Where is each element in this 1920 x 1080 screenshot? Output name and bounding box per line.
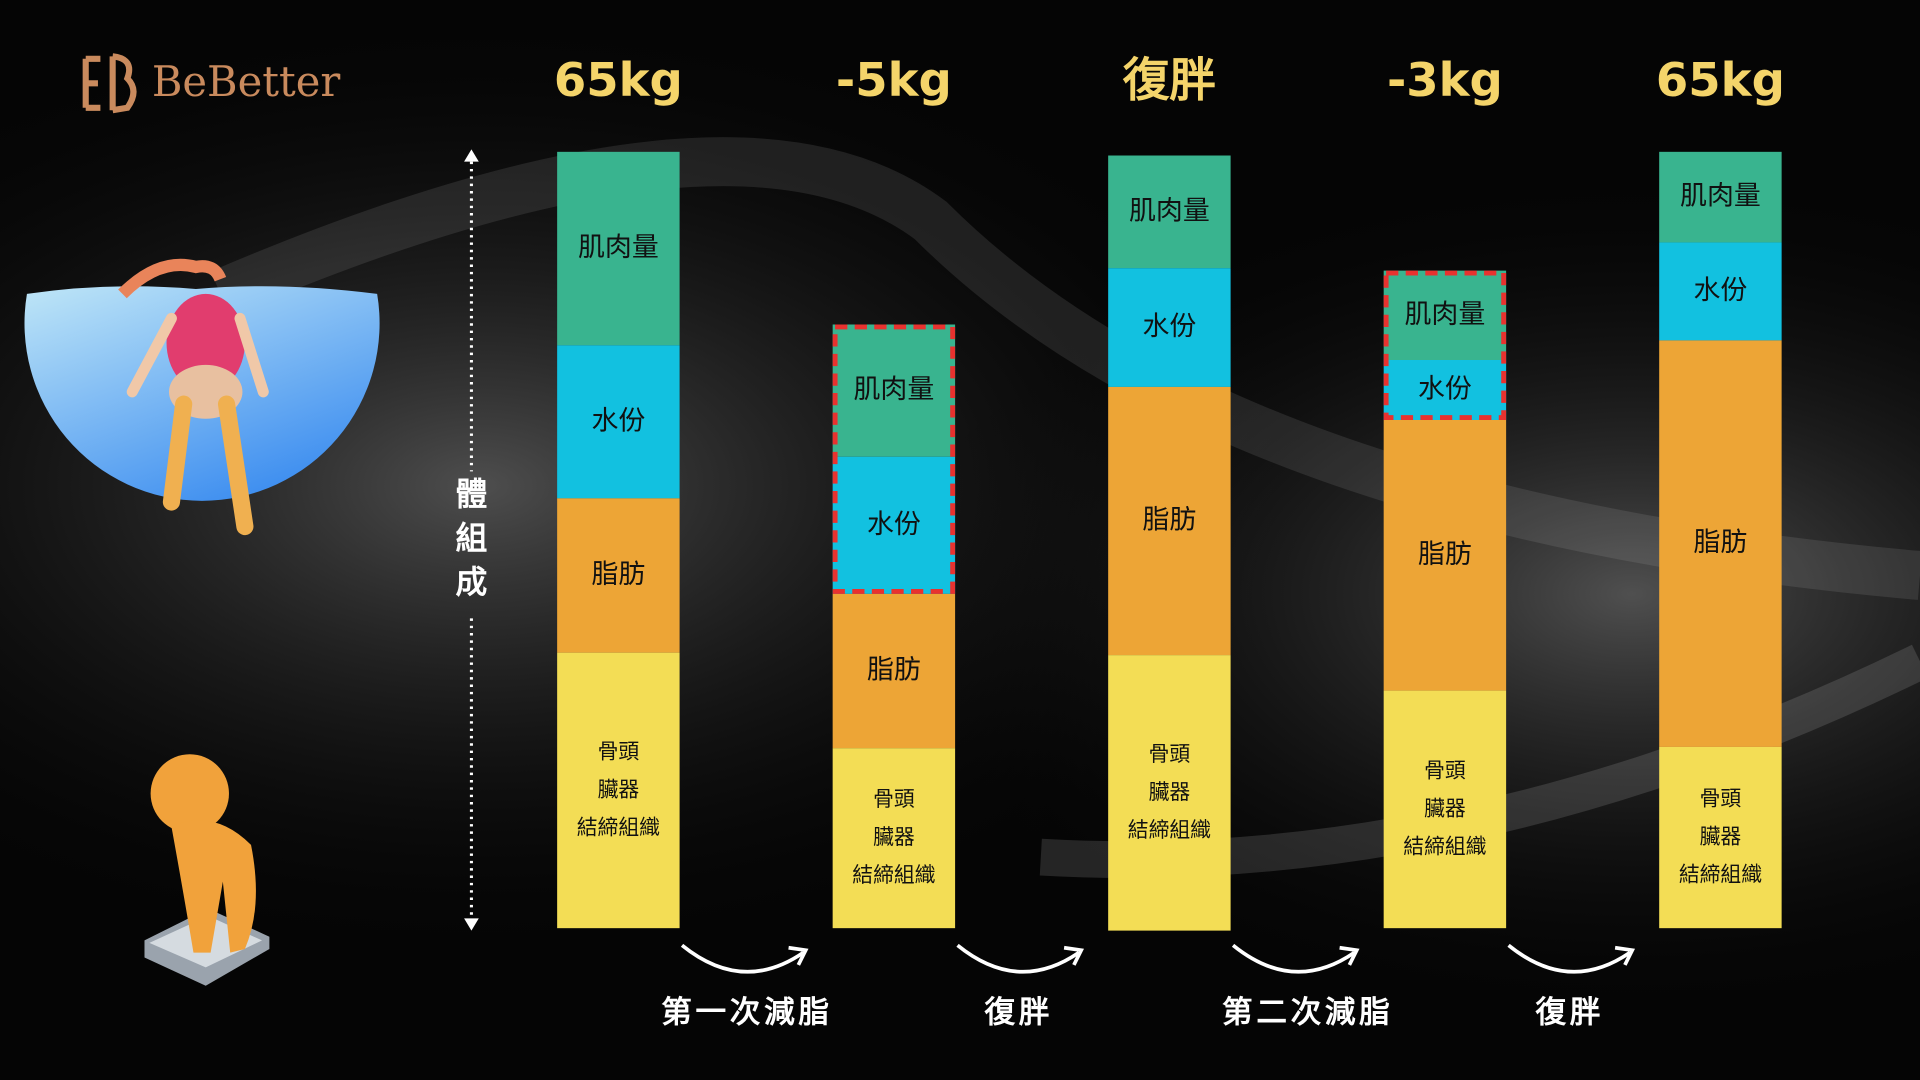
axis-label-char: 組 (456, 519, 488, 557)
column-header: -5kg (836, 53, 952, 107)
segment (557, 652, 680, 929)
axis (464, 149, 479, 931)
segment-label: 臟器 (1149, 780, 1191, 804)
segment-label: 脂肪 (1693, 527, 1747, 558)
segment (1108, 268, 1231, 387)
segment-label: 脂肪 (1418, 539, 1472, 570)
segment-label: 脂肪 (1142, 505, 1196, 536)
swimmer-illustration (24, 258, 380, 536)
segment-label: 脂肪 (591, 559, 645, 590)
segment-label: 骨頭 (1424, 758, 1466, 782)
segment (1383, 420, 1507, 691)
segment (1108, 655, 1231, 931)
logo-mark (82, 53, 137, 114)
segment-label: 骨頭 (598, 739, 640, 763)
segment (1659, 340, 1782, 747)
segment-label: 臟器 (873, 825, 915, 849)
transition-label: 復胖 (1535, 995, 1605, 1030)
logo: BeBetter (82, 53, 341, 114)
segment-label: 臟器 (1700, 825, 1742, 849)
segment-label: 肌肉量 (853, 374, 934, 405)
brand: BeBetter (152, 57, 341, 106)
segment-label: 肌肉量 (1405, 299, 1486, 330)
column-header: 復胖 (1122, 53, 1216, 107)
segment-label: 水份 (1418, 374, 1472, 405)
segment (832, 324, 956, 457)
arrow (1507, 943, 1631, 974)
segment-label: 臟器 (1424, 796, 1466, 820)
column-header: 65kg (1656, 53, 1785, 107)
segment (557, 151, 680, 346)
segment (1108, 155, 1231, 269)
segment-label: 骨頭 (1700, 787, 1742, 811)
segment-label: 水份 (867, 509, 921, 540)
segment-label: 臟器 (598, 777, 640, 801)
segment-label: 水份 (591, 405, 645, 436)
segment (557, 345, 680, 499)
arrow (680, 943, 805, 974)
segment (1383, 690, 1507, 929)
segment-label: 結締組織 (1128, 818, 1211, 842)
transition-label: 第一次減脂 (661, 994, 832, 1030)
segment-label: 肌肉量 (1129, 195, 1210, 226)
segment (832, 456, 956, 594)
highlight-box (1383, 270, 1507, 420)
segment-label: 結締組織 (1679, 863, 1762, 887)
segment-label: 結締組織 (577, 815, 660, 839)
segment (832, 593, 956, 749)
column-header: 65kg (554, 53, 683, 107)
column-header: -3kg (1387, 53, 1503, 107)
arrow (1231, 943, 1356, 974)
axis-label-char: 成 (456, 563, 488, 601)
segment-label: 結締組織 (1403, 834, 1486, 858)
segment-label: 肌肉量 (578, 232, 659, 263)
transition-label: 復胖 (983, 995, 1053, 1030)
segment-label: 骨頭 (1149, 742, 1191, 766)
transition-label: 第二次減脂 (1222, 994, 1393, 1030)
segment-label: 肌肉量 (1680, 181, 1761, 212)
segment (1383, 270, 1507, 360)
segment (557, 498, 680, 653)
arrow-head (1339, 945, 1360, 966)
segment (1659, 746, 1782, 929)
segment-label: 骨頭 (873, 787, 915, 811)
axis-label: 體組成 (456, 475, 488, 601)
segment (832, 748, 956, 929)
segment-label: 水份 (1693, 275, 1747, 306)
arrow-head (1063, 945, 1085, 966)
segment (1383, 360, 1507, 420)
arrow-head (1614, 945, 1636, 966)
arrow-head (788, 945, 809, 966)
segment (1659, 242, 1782, 341)
segment (1108, 386, 1231, 656)
arrow (956, 943, 1080, 974)
segment-label: 結締組織 (852, 863, 935, 887)
columns: 65kg肌肉量水份脂肪骨頭臟器結締組織-5kg肌肉量水份脂肪骨頭臟器結締組織復胖… (554, 53, 1785, 931)
scale-illustration (144, 754, 270, 986)
segment (1659, 151, 1782, 243)
swoosh (210, 137, 1920, 600)
segment-label: 脂肪 (867, 655, 921, 686)
highlight-box (832, 324, 956, 594)
segment-label: 水份 (1142, 311, 1196, 342)
axis-label-char: 體 (456, 475, 488, 513)
transitions: 第一次減脂 復胖 第二次減脂 復胖 (661, 943, 1636, 1030)
